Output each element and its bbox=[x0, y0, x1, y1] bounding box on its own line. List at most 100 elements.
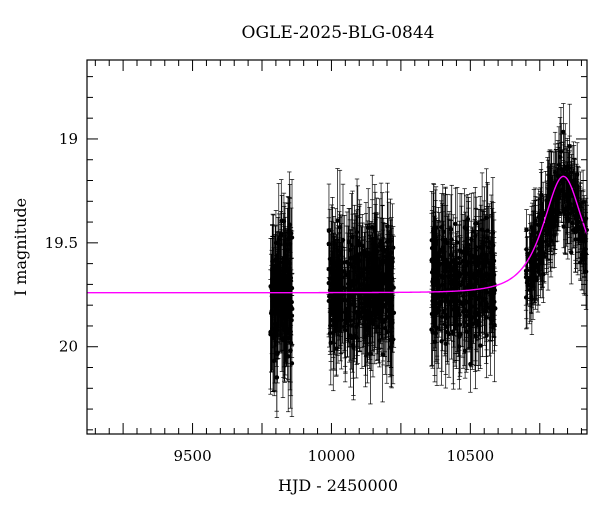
data-point bbox=[378, 301, 384, 306]
data-point bbox=[329, 261, 334, 267]
data-point bbox=[381, 249, 386, 254]
data-point bbox=[531, 229, 537, 235]
data-point bbox=[484, 333, 489, 338]
data-point bbox=[372, 228, 378, 233]
data-point bbox=[285, 260, 291, 266]
data-point bbox=[473, 277, 478, 282]
data-point bbox=[273, 321, 278, 327]
data-point bbox=[482, 239, 487, 245]
data-point bbox=[279, 320, 285, 326]
data-point bbox=[487, 260, 492, 266]
data-point bbox=[351, 345, 356, 350]
data-point bbox=[334, 292, 339, 298]
data-point bbox=[448, 226, 454, 232]
data-point bbox=[441, 229, 447, 235]
data-point bbox=[287, 222, 293, 227]
data-point bbox=[432, 339, 437, 345]
data-point bbox=[355, 238, 361, 243]
data-point bbox=[326, 298, 332, 304]
data-point bbox=[374, 311, 380, 316]
data-point bbox=[289, 361, 295, 366]
data-point bbox=[360, 308, 366, 314]
data-point bbox=[390, 256, 395, 261]
data-point bbox=[273, 305, 279, 310]
data-point bbox=[383, 297, 388, 302]
data-point bbox=[582, 236, 587, 241]
data-point bbox=[349, 323, 354, 328]
data-point bbox=[269, 291, 275, 296]
data-point bbox=[347, 247, 353, 253]
data-point bbox=[546, 213, 551, 218]
data-point bbox=[556, 162, 562, 168]
data-point bbox=[276, 272, 282, 278]
data-point bbox=[489, 240, 495, 245]
data-point bbox=[448, 291, 453, 296]
data-point bbox=[369, 266, 374, 271]
data-point bbox=[575, 172, 580, 177]
data-point bbox=[457, 322, 463, 327]
data-point bbox=[569, 250, 574, 255]
data-point bbox=[331, 330, 336, 335]
data-point bbox=[385, 239, 390, 245]
data-point bbox=[477, 295, 482, 300]
data-point bbox=[436, 308, 441, 313]
data-point bbox=[555, 210, 560, 216]
data-point bbox=[281, 219, 287, 224]
data-point bbox=[484, 253, 489, 258]
data-point bbox=[363, 277, 368, 282]
data-point bbox=[453, 285, 459, 290]
data-point bbox=[360, 273, 365, 278]
data-point bbox=[376, 284, 382, 290]
data-point bbox=[283, 327, 289, 333]
data-point bbox=[462, 298, 467, 303]
data-point bbox=[555, 202, 560, 207]
data-point bbox=[357, 294, 362, 299]
data-point bbox=[443, 239, 448, 244]
data-point bbox=[339, 249, 344, 255]
data-point bbox=[340, 260, 346, 265]
data-point bbox=[439, 299, 444, 304]
data-point bbox=[529, 262, 535, 268]
data-point bbox=[328, 283, 334, 288]
data-point bbox=[561, 169, 566, 174]
data-point bbox=[473, 320, 479, 325]
data-point bbox=[562, 193, 568, 198]
data-point bbox=[440, 261, 446, 267]
data-point bbox=[333, 263, 338, 268]
data-point bbox=[579, 230, 585, 235]
data-point bbox=[469, 283, 474, 288]
data-point bbox=[389, 334, 394, 340]
data-point bbox=[354, 324, 359, 329]
data-point bbox=[370, 321, 376, 326]
data-point bbox=[365, 300, 371, 306]
data-point bbox=[467, 300, 472, 305]
data-point bbox=[373, 288, 378, 293]
data-point bbox=[332, 318, 338, 323]
data-point bbox=[450, 329, 456, 334]
data-point bbox=[278, 232, 284, 238]
data-point bbox=[288, 305, 294, 311]
data-point bbox=[344, 273, 349, 278]
data-layer bbox=[268, 103, 589, 418]
data-point bbox=[289, 318, 294, 323]
data-point bbox=[377, 241, 383, 246]
data-point bbox=[389, 303, 394, 308]
data-point bbox=[445, 299, 451, 304]
data-point bbox=[432, 254, 437, 260]
data-point bbox=[442, 308, 447, 313]
data-point bbox=[287, 228, 292, 233]
data-point bbox=[337, 282, 342, 288]
data-point bbox=[281, 336, 287, 341]
data-point bbox=[331, 274, 337, 279]
data-point bbox=[466, 242, 471, 248]
data-point bbox=[348, 284, 353, 289]
data-point bbox=[430, 330, 435, 335]
data-point bbox=[270, 258, 276, 264]
data-point bbox=[328, 340, 333, 346]
observation-season bbox=[429, 168, 498, 393]
data-point bbox=[453, 272, 458, 277]
data-point bbox=[465, 216, 471, 222]
data-point bbox=[365, 225, 371, 230]
data-point bbox=[353, 256, 359, 261]
